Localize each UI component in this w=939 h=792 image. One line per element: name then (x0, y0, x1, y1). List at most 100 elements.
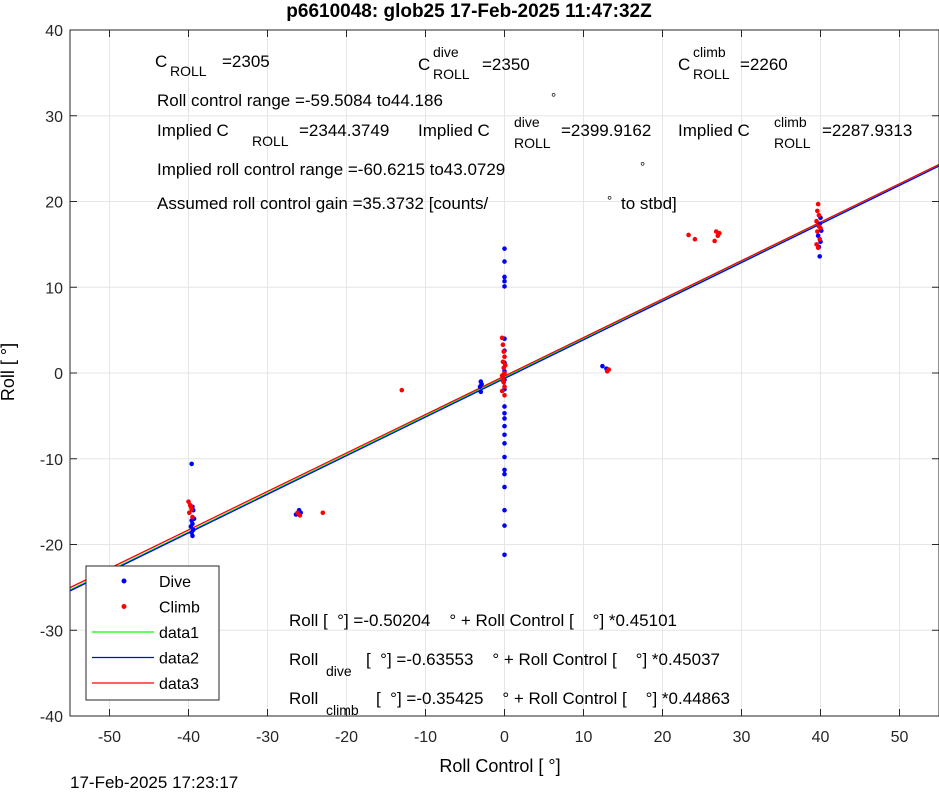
legend-label-data2: data2 (159, 651, 199, 668)
x-tick-label: 40 (812, 729, 830, 746)
implied-c-dive-value: =2399.9162 (561, 121, 651, 140)
point-climb (188, 504, 194, 510)
legend-marker-climb (121, 604, 127, 609)
roll-control-range: Roll control range =-59.5084 to44.186 (157, 91, 443, 110)
footer-timestamp: 17-Feb-2025 17:23:17 (70, 773, 238, 792)
point-climb (500, 378, 506, 384)
point-dive (502, 507, 507, 513)
fit-equation-climb-subscript: climb (326, 702, 359, 718)
x-tick-label: -40 (177, 729, 200, 746)
legend-label-dive: Dive (159, 574, 191, 591)
implied-c-climb-subscript: ROLL (774, 135, 811, 151)
degree-mark-implied-range: ° (640, 159, 645, 174)
implied-c-value: =2344.3749 (299, 121, 389, 140)
point-climb (814, 242, 819, 247)
point-climb (186, 499, 191, 504)
point-climb (818, 225, 823, 231)
point-dive (502, 278, 507, 284)
point-climb (499, 335, 505, 341)
point-climb (815, 201, 821, 207)
tick-labels: -50 -40 -30 -20 -10 0 10 20 30 40 50 -40 -30 -20 -10 0 1… (40, 23, 909, 746)
implied-c-label: Implied C (157, 121, 229, 140)
y-tick-label: 30 (45, 109, 63, 126)
point-dive (502, 432, 507, 438)
assumed-gain-end: to stbd] (621, 194, 677, 213)
y-axis-label: Roll [ °] (0, 343, 18, 401)
point-climb (815, 208, 820, 214)
point-dive (189, 530, 194, 535)
fit-equation-dive-subscript: dive (326, 663, 352, 679)
point-climb (502, 362, 508, 368)
c-roll-subscript: ROLL (170, 63, 207, 79)
assumed-gain: Assumed roll control gain =35.3732 [coun… (157, 194, 489, 213)
x-tick-label: 20 (654, 729, 672, 746)
x-tick-label: -50 (98, 729, 121, 746)
point-climb (686, 232, 691, 238)
implied-c-climb-value: =2287.9313 (822, 121, 912, 140)
x-axis-label: Roll Control [ °] (439, 756, 560, 776)
point-climb (502, 384, 507, 390)
degree-mark-gain: ° (607, 193, 612, 208)
implied-c-dive-superscript: dive (514, 114, 540, 130)
implied-roll-control-range: Implied roll control range =-60.6215 to4… (157, 160, 505, 179)
point-climb (604, 368, 610, 374)
point-dive (502, 441, 507, 446)
point-climb (320, 510, 326, 516)
implied-c-climb-label: Implied C (678, 121, 750, 140)
point-climb (502, 392, 507, 398)
point-dive (479, 381, 484, 387)
point-climb (500, 359, 506, 365)
point-climb (815, 245, 821, 251)
point-dive (502, 274, 507, 280)
point-dive (502, 454, 507, 460)
point-climb (501, 349, 507, 354)
x-tick-label: 10 (575, 729, 593, 746)
x-tick-label: 0 (500, 729, 509, 746)
point-dive (502, 411, 507, 416)
y-tick-label: 40 (45, 23, 63, 40)
implied-c-dive-subscript: ROLL (514, 135, 551, 151)
degree-mark-range: ° (551, 90, 556, 105)
point-dive (815, 233, 821, 239)
legend: Dive Climb data1 data2 data3 (85, 565, 220, 701)
fit-equation-dive: [ °] =-0.63553 ° + Roll Control [ °] *0.… (366, 650, 720, 669)
y-tick-label: 20 (45, 195, 63, 212)
point-dive (502, 404, 507, 409)
point-climb (815, 229, 820, 234)
point-climb (502, 354, 507, 360)
point-climb (399, 387, 405, 393)
point-dive (502, 259, 507, 264)
plot-frame (69, 29, 939, 717)
legend-label-data3: data3 (159, 676, 199, 693)
implied-c-climb-superscript: climb (774, 114, 807, 130)
point-dive (502, 416, 507, 421)
point-dive (502, 471, 507, 477)
point-climb (500, 342, 506, 348)
x-tick-label: -20 (335, 729, 358, 746)
axes (69, 29, 939, 717)
y-tick-label: -20 (40, 538, 63, 555)
fit-equation-climb-roll: Roll (289, 689, 318, 708)
y-tick-label: 10 (45, 280, 63, 297)
c-climb-letter: C (678, 55, 690, 74)
point-dive (817, 254, 823, 259)
point-climb (814, 218, 819, 224)
point-climb (295, 510, 300, 516)
point-dive (478, 389, 484, 395)
fit-equation-climb: [ °] =-0.35425 ° + Roll Control [ °] *0.… (376, 689, 730, 708)
c-dive-subscript: ROLL (433, 66, 470, 82)
implied-c-dive-label: Implied C (418, 121, 490, 140)
point-climb (717, 230, 722, 236)
legend-marker-dive (121, 578, 127, 584)
point-climb (817, 236, 823, 242)
chart-title: p6610048: glob25 17-Feb-2025 11:47:32Z (286, 1, 652, 22)
c-climb-value: =2260 (740, 55, 788, 74)
point-climb (499, 373, 505, 378)
point-climb (186, 510, 192, 516)
point-dive (600, 363, 605, 369)
y-tick-label: -10 (40, 452, 63, 469)
x-tick-label: 50 (891, 729, 909, 746)
point-climb (692, 236, 698, 242)
c-dive-superscript: dive (433, 44, 459, 60)
implied-c-subscript: ROLL (252, 133, 289, 149)
